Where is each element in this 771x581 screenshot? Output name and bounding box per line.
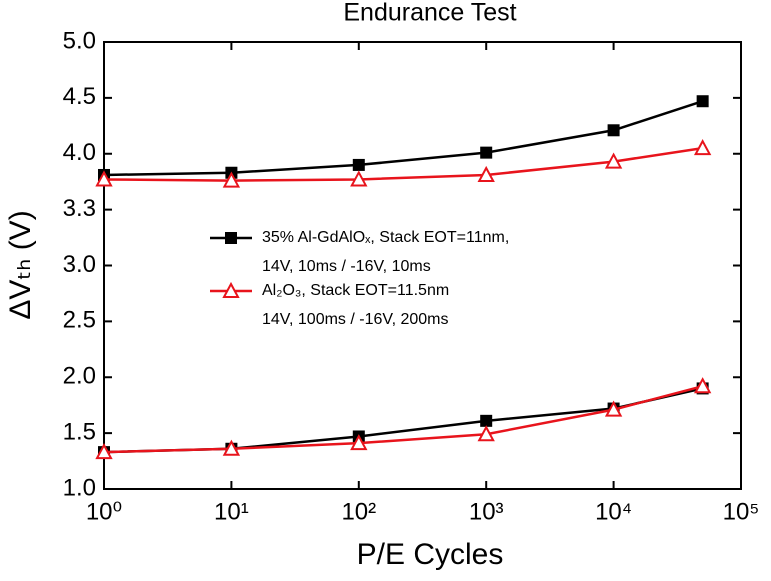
y-tick-label: 1.0 — [63, 474, 96, 501]
x-tick-label: 10² — [341, 498, 376, 525]
legend-detail: 14V, 100ms / -16V, 200ms — [262, 311, 449, 328]
y-tick-label: 3.0 — [63, 251, 96, 278]
legend-marker — [222, 281, 240, 298]
legend-marker — [225, 232, 237, 244]
data-point — [693, 377, 712, 394]
y-tick-label: 5.0 — [63, 27, 96, 54]
y-tick-label: 3.3 — [63, 195, 96, 222]
x-tick-label: 10¹ — [214, 498, 249, 525]
x-tick-label: 10⁰ — [86, 498, 122, 525]
data-point — [350, 434, 368, 451]
data-point — [607, 124, 620, 137]
y-tick-label: 4.5 — [63, 83, 96, 110]
data-point — [480, 414, 493, 427]
data-point — [350, 170, 368, 187]
data-point — [352, 158, 365, 171]
series-line — [103, 384, 703, 454]
x-tick-label: 10⁵ — [723, 498, 760, 525]
data-point — [222, 439, 241, 456]
chart-title: Endurance Test — [343, 0, 516, 27]
data-point — [604, 152, 623, 169]
y-tick-label: 2.5 — [63, 307, 96, 334]
legend-detail: 14V, 10ms / -16V, 10ms — [262, 258, 431, 275]
y-axis-label: ΔVₜₕ (V) — [4, 210, 37, 319]
data-point — [477, 425, 495, 442]
data-point — [477, 165, 495, 182]
data-point — [604, 400, 623, 417]
data-point — [693, 139, 712, 156]
series-line — [103, 146, 703, 182]
data-point — [222, 171, 241, 188]
legend-label: 35% Al-GdAlOₓ, Stack EOT=11nm, — [262, 229, 509, 246]
data-point — [480, 146, 493, 159]
x-axis-label: P/E Cycles — [357, 538, 504, 571]
data-point — [696, 95, 709, 108]
series-line — [103, 387, 703, 454]
legend-label: Al₂O₃, Stack EOT=11.5nm — [262, 282, 449, 299]
x-tick-label: 10⁴ — [595, 498, 632, 525]
series-line — [103, 100, 704, 177]
y-tick-label: 1.5 — [63, 418, 96, 445]
x-tick-label: 10³ — [469, 498, 504, 525]
y-tick-label: 2.0 — [63, 363, 96, 390]
y-tick-label: 4.0 — [63, 139, 96, 166]
data-point — [95, 170, 113, 187]
data-point — [95, 443, 113, 460]
